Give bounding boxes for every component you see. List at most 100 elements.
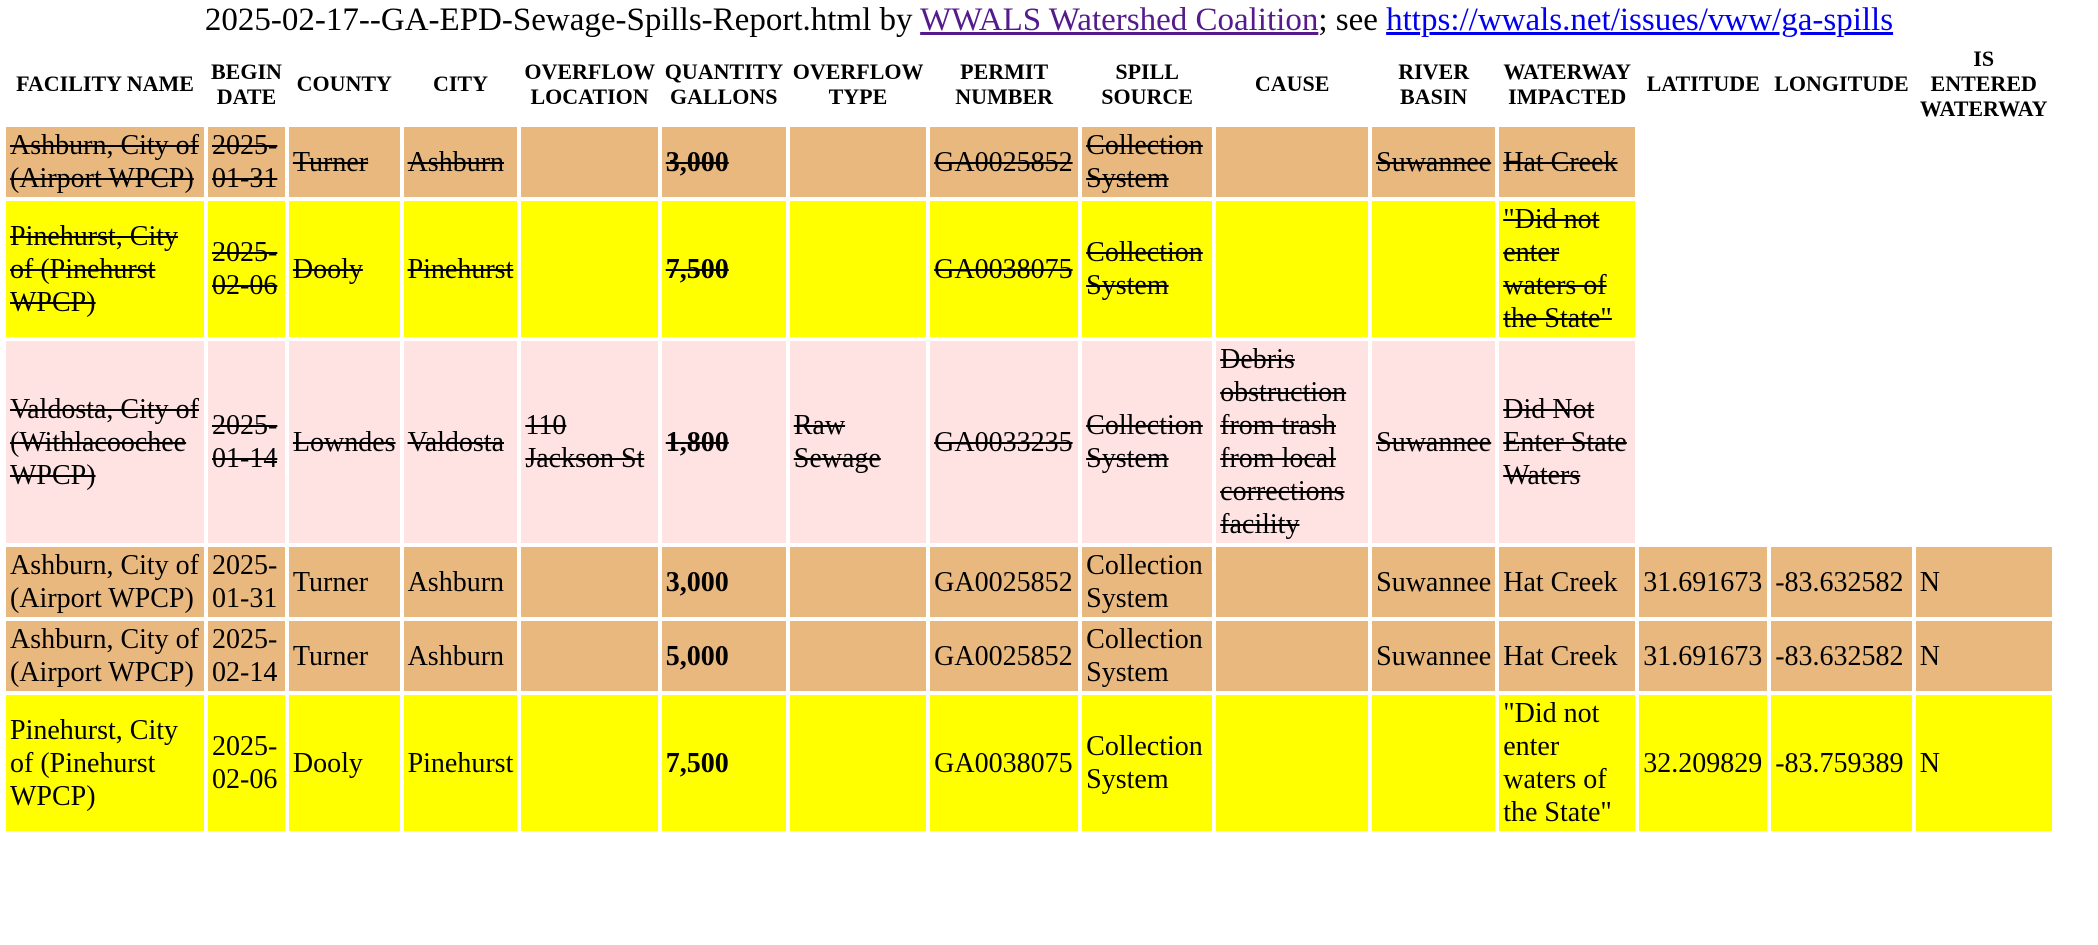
cell-spill-source: Collection System <box>1082 127 1213 197</box>
ga-spills-link[interactable]: https://wwals.net/issues/vww/ga-spills <box>1386 2 1894 38</box>
cell-overflow-type <box>789 695 927 831</box>
cell-facility-name: Valdosta, City of (Withlacoochee WPCP) <box>6 341 204 543</box>
header-begin-date: BEGIN DATE <box>208 44 285 123</box>
header-overflow-location: OVERFLOW LOCATION <box>521 44 658 123</box>
cell-quantity-gallons: 1,800 <box>661 341 786 543</box>
cell-river-basin: Suwannee <box>1372 127 1496 197</box>
table-row: Ashburn, City of (Airport WPCP) 2025-02-1… <box>6 621 2052 691</box>
cell-permit-number: GA0038075 <box>930 695 1079 831</box>
header-facility-name: FACILITY NAME <box>6 44 204 123</box>
spills-table: FACILITY NAME BEGIN DATE COUNTY CITY OVERFLO… <box>2 40 2056 835</box>
cell-is-entered-waterway <box>1915 127 2052 197</box>
cell-begin-date: 2025-01-14 <box>208 341 285 543</box>
cell-spill-source: Collection System <box>1082 341 1213 543</box>
cell-longitude <box>1771 341 1912 543</box>
cell-river-basin: Suwannee <box>1372 547 1496 617</box>
cell-county: Lowndes <box>288 341 400 543</box>
cell-permit-number: GA0025852 <box>930 127 1079 197</box>
cell-quantity-gallons: 7,500 <box>661 695 786 831</box>
header-cause: CAUSE <box>1216 44 1369 123</box>
cell-river-basin <box>1372 695 1496 831</box>
cell-permit-number: GA0033235 <box>930 341 1079 543</box>
header-overflow-type: OVERFLOW TYPE <box>789 44 927 123</box>
header-county: COUNTY <box>288 44 400 123</box>
header-longitude: LONGITUDE <box>1771 44 1912 123</box>
header-spill-source: SPILL SOURCE <box>1082 44 1213 123</box>
cell-waterway-impacted: Did Not Enter State Waters <box>1499 341 1636 543</box>
cell-cause <box>1216 201 1369 337</box>
cell-county: Dooly <box>288 695 400 831</box>
cell-facility-name: Ashburn, City of (Airport WPCP) <box>6 547 204 617</box>
cell-begin-date: 2025-01-31 <box>208 547 285 617</box>
cell-overflow-location <box>521 127 658 197</box>
cell-overflow-location <box>521 547 658 617</box>
cell-county: Turner <box>288 127 400 197</box>
cell-latitude: 32.209829 <box>1639 695 1768 831</box>
cell-longitude <box>1771 201 1912 337</box>
cell-overflow-type <box>789 127 927 197</box>
cell-latitude <box>1639 341 1768 543</box>
cell-longitude: -83.632582 <box>1771 547 1912 617</box>
cell-latitude <box>1639 127 1768 197</box>
cell-longitude: -83.759389 <box>1771 695 1912 831</box>
wwals-link[interactable]: WWALS Watershed Coalition <box>920 2 1319 38</box>
table-row: Ashburn, City of (Airport WPCP) 2025-01-3… <box>6 127 2052 197</box>
cell-waterway-impacted: "Did not enter waters of the State" <box>1499 201 1636 337</box>
cell-cause <box>1216 695 1369 831</box>
cell-quantity-gallons: 3,000 <box>661 127 786 197</box>
cell-county: Turner <box>288 547 400 617</box>
cell-overflow-type <box>789 621 927 691</box>
cell-overflow-location <box>521 201 658 337</box>
cell-overflow-type: Raw Sewage <box>789 341 927 543</box>
cell-city: Pinehurst <box>403 695 518 831</box>
cell-longitude: -83.632582 <box>1771 621 1912 691</box>
cell-waterway-impacted: "Did not enter waters of the State" <box>1499 695 1636 831</box>
cell-is-entered-waterway: N <box>1915 695 2052 831</box>
cell-waterway-impacted: Hat Creek <box>1499 547 1636 617</box>
header-quantity-gallons: QUANTITY GALLONS <box>661 44 786 123</box>
cell-overflow-type <box>789 547 927 617</box>
cell-quantity-gallons: 3,000 <box>661 547 786 617</box>
cell-begin-date: 2025-02-06 <box>208 695 285 831</box>
cell-spill-source: Collection System <box>1082 547 1213 617</box>
header-river-basin: RIVER BASIN <box>1372 44 1496 123</box>
cell-begin-date: 2025-01-31 <box>208 127 285 197</box>
report-title: 2025-02-17--GA-EPD-Sewage-Spills-Report.… <box>0 0 2098 42</box>
cell-waterway-impacted: Hat Creek <box>1499 621 1636 691</box>
table-row: Ashburn, City of (Airport WPCP) 2025-01-3… <box>6 547 2052 617</box>
table-row: Pinehurst, City of (Pinehurst WPCP) 2025-… <box>6 695 2052 831</box>
cell-overflow-type <box>789 201 927 337</box>
cell-cause: Debris obstruction from trash from local… <box>1216 341 1369 543</box>
header-city: CITY <box>403 44 518 123</box>
cell-begin-date: 2025-02-14 <box>208 621 285 691</box>
cell-overflow-location <box>521 621 658 691</box>
cell-longitude <box>1771 127 1912 197</box>
report-by: by <box>871 2 921 38</box>
report-see: ; see <box>1318 2 1387 38</box>
cell-facility-name: Pinehurst, City of (Pinehurst WPCP) <box>6 695 204 831</box>
cell-overflow-location: 110 Jackson St <box>521 341 658 543</box>
cell-county: Turner <box>288 621 400 691</box>
cell-facility-name: Pinehurst, City of (Pinehurst WPCP) <box>6 201 204 337</box>
cell-facility-name: Ashburn, City of (Airport WPCP) <box>6 127 204 197</box>
cell-is-entered-waterway: N <box>1915 621 2052 691</box>
cell-city: Ashburn <box>403 127 518 197</box>
cell-latitude: 31.691673 <box>1639 621 1768 691</box>
table-header-row: FACILITY NAME BEGIN DATE COUNTY CITY OVERFLO… <box>6 44 2052 123</box>
cell-is-entered-waterway <box>1915 341 2052 543</box>
table-row: Pinehurst, City of (Pinehurst WPCP) 2025-… <box>6 201 2052 337</box>
cell-spill-source: Collection System <box>1082 621 1213 691</box>
report-filename: 2025-02-17--GA-EPD-Sewage-Spills-Report.… <box>204 2 872 38</box>
header-waterway-impacted: WATERWAY IMPACTED <box>1499 44 1636 123</box>
table-row: Valdosta, City of (Withlacoochee WPCP) 20… <box>6 341 2052 543</box>
cell-river-basin: Suwannee <box>1372 341 1496 543</box>
header-latitude: LATITUDE <box>1639 44 1768 123</box>
cell-is-entered-waterway <box>1915 201 2052 337</box>
cell-cause <box>1216 127 1369 197</box>
cell-waterway-impacted: Hat Creek <box>1499 127 1636 197</box>
cell-city: Ashburn <box>403 621 518 691</box>
cell-quantity-gallons: 5,000 <box>661 621 786 691</box>
cell-spill-source: Collection System <box>1082 201 1213 337</box>
header-is-entered-waterway: IS ENTERED WATERWAY <box>1915 44 2052 123</box>
cell-river-basin: Suwannee <box>1372 621 1496 691</box>
